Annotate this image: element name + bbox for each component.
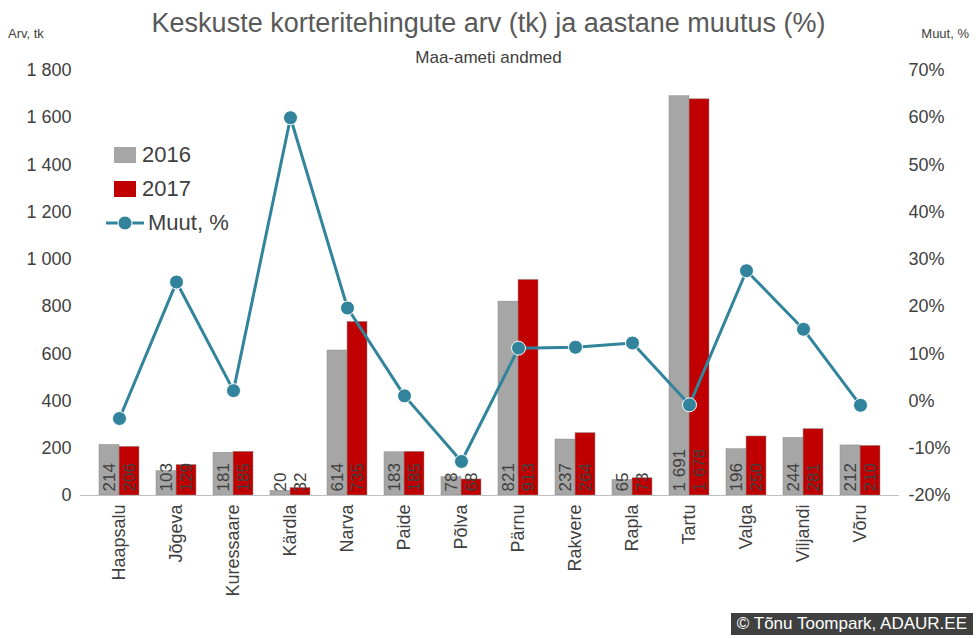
svg-text:Rakvere: Rakvere — [565, 505, 585, 572]
svg-text:735: 735 — [348, 463, 367, 491]
svg-text:Paide: Paide — [394, 505, 414, 551]
svg-text:Narva: Narva — [337, 504, 357, 553]
svg-text:821: 821 — [499, 463, 518, 491]
svg-text:50%: 50% — [909, 155, 945, 175]
svg-text:68: 68 — [462, 473, 481, 492]
svg-text:60%: 60% — [909, 107, 945, 127]
svg-text:Kärdla: Kärdla — [280, 504, 300, 557]
svg-text:Kuressaare: Kuressaare — [223, 505, 243, 597]
svg-text:212: 212 — [841, 463, 860, 491]
html-text:Arv, tk: Arv, tk — [8, 26, 44, 41]
svg-text:614: 614 — [328, 463, 347, 491]
svg-text:Valga: Valga — [736, 504, 756, 550]
svg-text:210: 210 — [861, 463, 880, 491]
svg-text:1 800: 1 800 — [26, 60, 71, 80]
svg-text:30%: 30% — [909, 249, 945, 269]
html-text:Maa-ameti andmed: Maa-ameti andmed — [415, 48, 562, 67]
svg-text:Tartu: Tartu — [679, 505, 699, 545]
svg-text:78: 78 — [442, 473, 461, 492]
svg-text:600: 600 — [41, 344, 71, 364]
svg-text:70%: 70% — [909, 60, 945, 80]
svg-text:Pärnu: Pärnu — [508, 505, 528, 553]
html-text:Muut, %: Muut, % — [921, 26, 969, 41]
svg-text:0%: 0% — [909, 391, 935, 411]
svg-text:10%: 10% — [909, 344, 945, 364]
svg-text:Rapla: Rapla — [622, 504, 642, 552]
html-text:Muut, %: Muut, % — [148, 210, 229, 235]
html-text:2016: 2016 — [142, 142, 191, 167]
html-text:2017: 2017 — [142, 176, 191, 201]
svg-text:200: 200 — [41, 438, 71, 458]
svg-text:214: 214 — [100, 463, 119, 491]
svg-text:264: 264 — [576, 463, 595, 491]
svg-text:32: 32 — [291, 473, 310, 492]
svg-text:1 691: 1 691 — [670, 449, 689, 492]
svg-text:65: 65 — [613, 473, 632, 492]
svg-text:-10%: -10% — [909, 438, 951, 458]
svg-text:1 000: 1 000 — [26, 249, 71, 269]
svg-text:Võru: Võru — [850, 505, 870, 543]
svg-text:244: 244 — [784, 463, 803, 491]
svg-text:1 600: 1 600 — [26, 107, 71, 127]
svg-text:185: 185 — [234, 463, 253, 491]
svg-text:103: 103 — [157, 463, 176, 491]
html-text:© Tõnu Toompark, ADAUR.EE: © Tõnu Toompark, ADAUR.EE — [736, 614, 967, 633]
svg-text:20%: 20% — [909, 296, 945, 316]
svg-text:73: 73 — [633, 473, 652, 492]
svg-text:183: 183 — [385, 463, 404, 491]
svg-text:1 678: 1 678 — [690, 449, 709, 492]
svg-text:0: 0 — [61, 485, 71, 505]
svg-text:1 200: 1 200 — [26, 202, 71, 222]
svg-text:181: 181 — [214, 463, 233, 491]
svg-text:1 400: 1 400 — [26, 155, 71, 175]
svg-text:20: 20 — [271, 473, 290, 492]
svg-text:206: 206 — [120, 463, 139, 491]
svg-text:237: 237 — [556, 463, 575, 491]
svg-text:129: 129 — [177, 463, 196, 491]
html-text:Keskuste korteritehingute arv: Keskuste korteritehingute arv (tk) ja aa… — [151, 8, 826, 38]
svg-text:40%: 40% — [909, 202, 945, 222]
svg-text:281: 281 — [804, 463, 823, 491]
svg-text:250: 250 — [747, 463, 766, 491]
svg-text:Haapsalu: Haapsalu — [109, 505, 129, 581]
svg-text:Jõgeva: Jõgeva — [166, 504, 186, 563]
svg-text:Põlva: Põlva — [451, 504, 471, 550]
svg-text:196: 196 — [727, 463, 746, 491]
svg-text:Viljandi: Viljandi — [793, 505, 813, 563]
svg-text:800: 800 — [41, 296, 71, 316]
svg-text:185: 185 — [405, 463, 424, 491]
svg-text:913: 913 — [519, 463, 538, 491]
svg-text:-20%: -20% — [909, 485, 951, 505]
svg-text:400: 400 — [41, 391, 71, 411]
